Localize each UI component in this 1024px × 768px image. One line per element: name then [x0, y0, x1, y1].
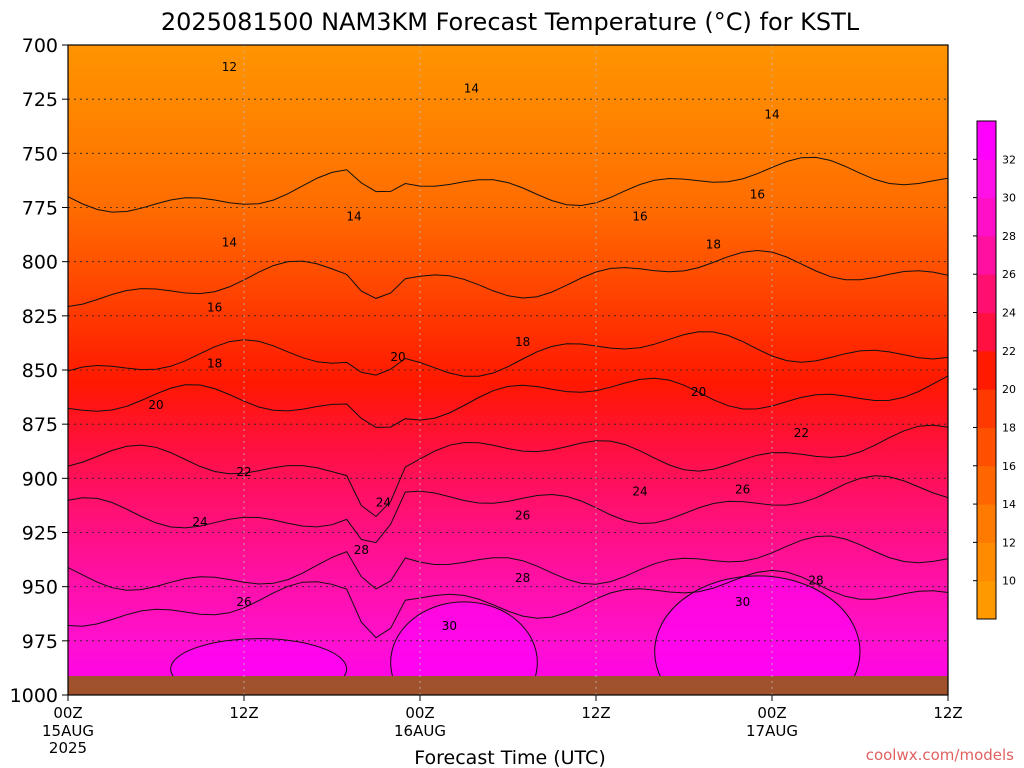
contour-label: 24: [192, 515, 207, 529]
contour-line-24: [68, 475, 948, 544]
y-tick-label: 875: [22, 414, 58, 436]
contour-label: 30: [442, 619, 457, 633]
colorbar-segment: [977, 465, 996, 505]
ground-surface: [68, 676, 948, 695]
contour-label: 16: [750, 188, 765, 202]
contour-label: 28: [808, 573, 823, 587]
x-tick-label: 12Z: [933, 704, 962, 722]
colorbar-segment: [977, 121, 996, 160]
contour-label: 22: [794, 426, 809, 440]
contour-line-18: [68, 331, 948, 377]
colorbar-segment: [977, 159, 996, 199]
colorbar-label: 20: [1002, 383, 1016, 396]
colorbar-label: 22: [1002, 345, 1016, 358]
contour-label: 20: [691, 385, 706, 399]
contour-lines: [68, 156, 948, 639]
colorbar-label: 14: [1002, 498, 1016, 511]
y-axis: 700 725 750 775 800 825 850 875 900 925 950 975 1000: [10, 35, 68, 707]
colorbar-segment: [977, 504, 996, 543]
colorbar-segment: [977, 427, 996, 467]
x-tick-label: 00Z: [53, 704, 82, 722]
colorbar-label: 26: [1002, 268, 1016, 281]
x-tick-sublabel: 16AUG: [394, 722, 446, 740]
colorbar-segment: [977, 235, 996, 275]
x-tick-year: 2025: [49, 739, 87, 757]
colorbar-label: 10: [1002, 575, 1016, 588]
colorbar-label: 28: [1002, 230, 1016, 243]
contour-line-20: [68, 375, 948, 428]
y-tick-label: 1000: [10, 685, 58, 707]
y-tick-label: 725: [22, 89, 58, 111]
x-tick-label: 12Z: [581, 704, 610, 722]
y-tick-label: 850: [22, 360, 58, 382]
contour-label: 30: [735, 595, 750, 609]
y-tick-label: 700: [22, 35, 58, 57]
contour-label: 26: [236, 595, 251, 609]
y-tick-label: 775: [22, 198, 58, 220]
y-tick-label: 750: [22, 143, 58, 165]
contour-label: 22: [236, 465, 251, 479]
colorbar-label: 24: [1002, 307, 1016, 320]
x-tick-label: 00Z: [757, 704, 786, 722]
y-tick-label: 925: [22, 523, 58, 545]
colorbar-label: 12: [1002, 536, 1016, 549]
colorbar-segment: [977, 197, 996, 237]
contour-label: 16: [632, 209, 647, 223]
contour-label: 20: [390, 350, 405, 364]
colorbar-segment: [977, 274, 996, 314]
contour-line-28: [68, 569, 948, 639]
contour-label: 12: [222, 60, 237, 74]
colorbar-segment: [977, 580, 996, 620]
y-tick-label: 800: [22, 252, 58, 274]
contour-line-14: [68, 156, 948, 213]
y-tick-label: 975: [22, 631, 58, 653]
colorbar-frame: [976, 120, 997, 620]
chart-title: 2025081500 NAM3KM Forecast Temperature (…: [161, 8, 860, 36]
contour-label: 14: [222, 235, 237, 249]
colorbar-segment: [977, 350, 996, 390]
contour-label: 20: [148, 398, 163, 412]
contour-line-26: [68, 535, 948, 591]
colorbar-label: 32: [1002, 153, 1016, 166]
contour-labels: 12 14 14 16 14 16 14 18 16 18 20 18 20 20 22 22 26 24 24 26…: [148, 60, 823, 633]
x-tick-label: 12Z: [229, 704, 258, 722]
contour-label: 26: [735, 482, 750, 496]
colorbar: 10 12 14 16 18 20 22 24 26 28 30 32: [973, 120, 1016, 620]
colorbar-label: 30: [1002, 192, 1016, 205]
y-tick-label: 825: [22, 306, 58, 328]
x-tick-sublabel: 17AUG: [746, 722, 798, 740]
y-tick-label: 950: [22, 577, 58, 599]
x-axis-title: Forecast Time (UTC): [414, 747, 605, 768]
contour-label: 18: [207, 357, 222, 371]
colorbar-segment: [977, 542, 996, 582]
hot-core-1: [390, 601, 538, 695]
watermark: coolwx.com/models: [866, 746, 1014, 764]
colorbar-label: 16: [1002, 460, 1016, 473]
contour-label: 28: [515, 571, 530, 585]
y-tick-label: 900: [22, 468, 58, 490]
contour-label: 26: [515, 508, 530, 522]
contour-line-22: [68, 424, 948, 518]
contour-label: 24: [376, 495, 391, 509]
contour-label: 14: [346, 209, 361, 223]
contour-label: 18: [515, 335, 530, 349]
contour-label: 14: [464, 82, 479, 96]
contour-label: 18: [706, 238, 721, 252]
hot-core-2: [654, 575, 861, 695]
contour-label: 28: [354, 543, 369, 557]
x-tick-sublabel: 15AUG: [42, 722, 94, 740]
contour-label: 24: [632, 485, 647, 499]
colorbar-label: 18: [1002, 421, 1016, 434]
colorbar-segment: [977, 389, 996, 428]
contour-label: 14: [764, 108, 779, 122]
x-tick-label: 00Z: [405, 704, 434, 722]
colorbar-segment: [977, 312, 996, 352]
contour-label: 16: [207, 300, 222, 314]
contour-line-16: [68, 249, 948, 307]
